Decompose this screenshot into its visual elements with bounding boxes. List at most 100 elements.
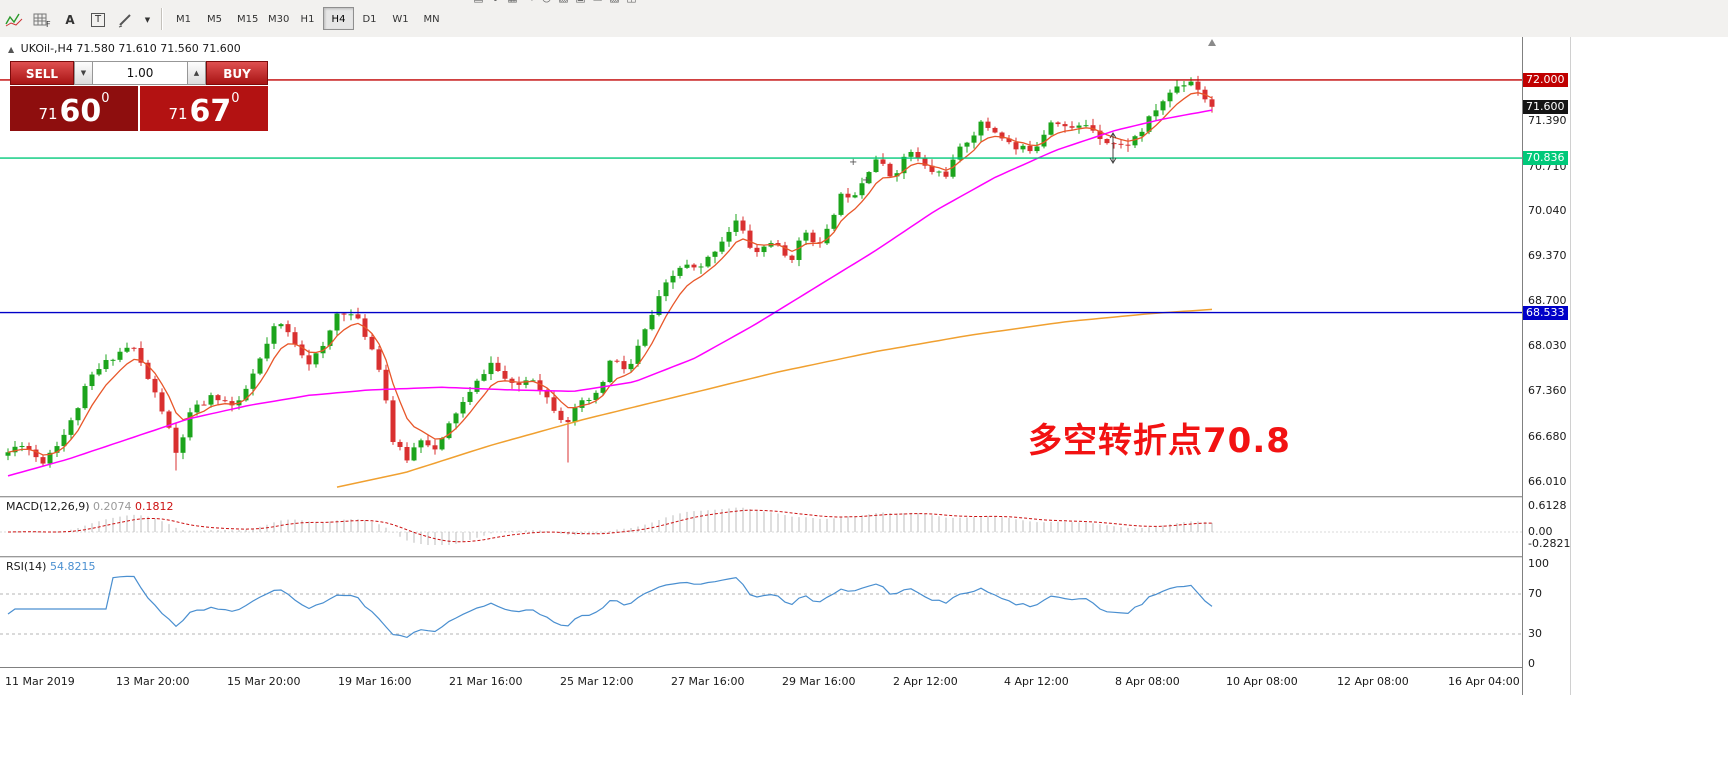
timeframe-h4[interactable]: H4 bbox=[323, 7, 354, 30]
collapse-icon[interactable]: ▲ bbox=[8, 45, 15, 54]
panel-splitter[interactable] bbox=[0, 496, 1570, 499]
macd-panel[interactable]: MACD(12,26,9) 0.2074 0.1812 bbox=[0, 498, 1522, 556]
ohlc-quote-label: 71.580 71.610 71.560 71.600 bbox=[76, 42, 241, 55]
chevron-down-icon: ▼ bbox=[80, 69, 87, 77]
volume-input[interactable]: 1.00 bbox=[93, 61, 187, 85]
chevron-up-icon: ▲ bbox=[193, 69, 200, 77]
price-scale-label: 71.390 bbox=[1528, 113, 1567, 127]
time-axis-label: 19 Mar 16:00 bbox=[338, 675, 412, 688]
timeframe-m5[interactable]: M5 bbox=[199, 7, 230, 30]
price-tag: 71.600 bbox=[1523, 99, 1568, 114]
price-scale-label: 70.040 bbox=[1528, 204, 1567, 218]
grid-glyph: F bbox=[33, 13, 51, 28]
time-axis-label: 12 Apr 08:00 bbox=[1337, 675, 1409, 688]
svg-text:+: + bbox=[849, 157, 857, 168]
time-axis[interactable]: 11 Mar 2019 13 Mar 20:00 15 Mar 20:00 19 Ma… bbox=[0, 667, 1570, 696]
buy-price-prefix: 71 bbox=[168, 105, 188, 123]
grid-profile-icon[interactable]: F bbox=[28, 7, 56, 33]
text-box-icon[interactable]: T bbox=[84, 7, 112, 33]
price-axis[interactable]: 71.390 70.710 70.040 69.370 68.700 68.030 67.3… bbox=[1522, 37, 1571, 695]
toolbar-icon[interactable]: ◎ bbox=[538, 0, 555, 8]
sell-price-panel[interactable]: 71 60 0 bbox=[10, 86, 138, 131]
rsi-chart bbox=[0, 575, 1522, 639]
sell-price-sup: 0 bbox=[101, 91, 110, 106]
time-axis-label: 11 Mar 2019 bbox=[5, 675, 75, 688]
macd-label: MACD(12,26,9) 0.2074 0.1812 bbox=[6, 500, 174, 513]
timeframe-h1[interactable]: H1 bbox=[292, 7, 323, 30]
window-right-edge bbox=[1570, 37, 1571, 695]
time-axis-label: 21 Mar 16:00 bbox=[449, 675, 523, 688]
time-axis-label: 2 Apr 12:00 bbox=[893, 675, 958, 688]
text-label-icon[interactable]: A bbox=[65, 13, 75, 27]
toolbar-icon[interactable]: ↖ bbox=[521, 0, 538, 8]
volume-dropdown[interactable]: ▼ bbox=[74, 61, 93, 85]
toolbar-icon[interactable]: ◫ bbox=[623, 0, 640, 8]
price-scale-label: 100 bbox=[1528, 557, 1549, 570]
price-scale-label: 66.680 bbox=[1528, 429, 1567, 443]
buy-price-sup: 0 bbox=[231, 91, 240, 106]
chart-window: + + ▲ UKOil-,H4 71.580 71.610 71.560 71.6… bbox=[0, 37, 1728, 764]
timeframe-mn[interactable]: MN bbox=[416, 7, 447, 30]
macd-chart bbox=[0, 507, 1522, 545]
price-scale-label: 0 bbox=[1528, 657, 1535, 670]
main-toolbar: F A T ▼ M1 M5 M15 M30 H1 H4 D1 W1 MN ▤✚▦… bbox=[0, 0, 1728, 38]
main-chart-panel[interactable]: + + ▲ UKOil-,H4 71.580 71.610 71.560 71.6… bbox=[0, 37, 1522, 496]
time-axis-label: 4 Apr 12:00 bbox=[1004, 675, 1069, 688]
symbol-period-label: UKOil-,H4 bbox=[20, 42, 73, 55]
timeframe-m1[interactable]: M1 bbox=[168, 7, 199, 30]
toolbar-icon[interactable]: ▦ bbox=[504, 0, 521, 8]
chart-annotation: 多空转折点70.8 bbox=[1028, 421, 1291, 461]
svg-text:+: + bbox=[862, 175, 870, 186]
price-scale-label: 68.030 bbox=[1528, 339, 1567, 353]
panel-splitter[interactable] bbox=[0, 556, 1570, 559]
timeframe-m30[interactable]: M30 bbox=[261, 7, 292, 30]
rsi-label: RSI(14) 54.8215 bbox=[6, 560, 96, 573]
sell-price-prefix: 71 bbox=[38, 105, 58, 123]
one-click-trading-widget: SELL ▼ 1.00 ▲ BUY 71 60 0 71 67 0 bbox=[10, 61, 268, 131]
toolbar-icon[interactable]: ▨ bbox=[606, 0, 623, 8]
time-axis-label: 13 Mar 20:00 bbox=[116, 675, 190, 688]
timeframe-d1[interactable]: D1 bbox=[354, 7, 385, 30]
price-scale-label: 30 bbox=[1528, 627, 1542, 640]
draw-tools-icon[interactable] bbox=[112, 7, 140, 33]
timeframe-m15[interactable]: M15 bbox=[230, 7, 261, 30]
time-axis-label: 27 Mar 16:00 bbox=[671, 675, 745, 688]
price-scale-label: 0.6128 bbox=[1528, 499, 1567, 512]
candlestick-chart[interactable]: ++ bbox=[0, 37, 1522, 496]
price-scale-label: 66.010 bbox=[1528, 474, 1567, 488]
toolbar-icon[interactable]: ▤ bbox=[470, 0, 487, 8]
pencil-glyph bbox=[118, 14, 131, 28]
toolbar-icon[interactable]: ⇲ bbox=[589, 0, 606, 8]
time-axis-label: 8 Apr 08:00 bbox=[1115, 675, 1180, 688]
price-scale-label: 70 bbox=[1528, 587, 1542, 600]
rsi-value: 54.8215 bbox=[49, 560, 96, 573]
price-scale-label: 68.700 bbox=[1528, 294, 1567, 308]
draw-tools-dropdown-icon[interactable]: ▼ bbox=[144, 16, 151, 24]
time-axis-label: 10 Apr 08:00 bbox=[1226, 675, 1298, 688]
macd-signal-value: 0.1812 bbox=[135, 500, 174, 513]
time-axis-label: 29 Mar 16:00 bbox=[782, 675, 856, 688]
time-axis-label: 15 Mar 20:00 bbox=[227, 675, 301, 688]
volume-stepper[interactable]: ▲ bbox=[187, 61, 206, 85]
indicators-icon[interactable] bbox=[0, 7, 28, 33]
toolbar-icon[interactable]: ▣ bbox=[572, 0, 589, 8]
indicators-glyph bbox=[5, 13, 23, 27]
timeframe-w1[interactable]: W1 bbox=[385, 7, 416, 30]
clipped-toolbar-icons[interactable]: ▤✚▦↖◎▧▣⇲▨◫ bbox=[470, 0, 640, 8]
toolbar-separator bbox=[161, 8, 162, 30]
price-scale-label: -0.2821 bbox=[1528, 537, 1571, 550]
sell-button[interactable]: SELL bbox=[10, 61, 74, 85]
price-tag: 68.533 bbox=[1523, 305, 1568, 320]
toolbar-icon[interactable]: ▧ bbox=[555, 0, 572, 8]
buy-button[interactable]: BUY bbox=[206, 61, 268, 85]
rsi-panel[interactable]: RSI(14) 54.8215 bbox=[0, 558, 1522, 667]
time-axis-label: 16 Apr 04:00 bbox=[1448, 675, 1520, 688]
price-tag: 70.836 bbox=[1523, 151, 1568, 166]
toolbar-icon[interactable]: ✚ bbox=[487, 0, 504, 8]
buy-price-panel[interactable]: 71 67 0 bbox=[140, 86, 268, 131]
svg-text:F: F bbox=[46, 20, 51, 28]
time-axis-label: 25 Mar 12:00 bbox=[560, 675, 634, 688]
macd-main-value: 0.2074 bbox=[93, 500, 132, 513]
buy-price-big: 67 bbox=[189, 94, 232, 129]
